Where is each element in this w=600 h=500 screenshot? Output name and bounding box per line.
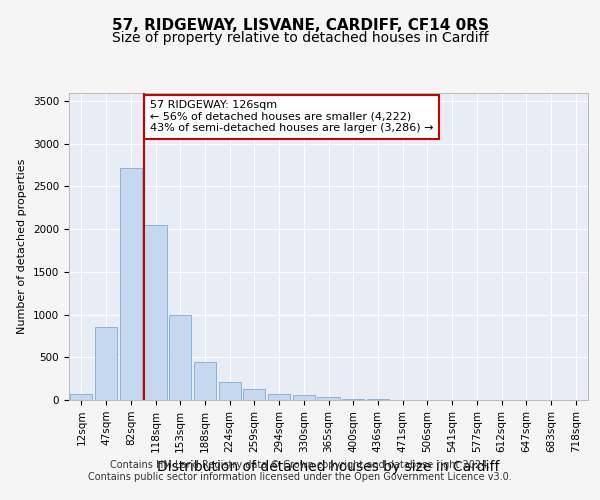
Bar — [268, 394, 290, 400]
Bar — [243, 389, 265, 400]
Text: 57 RIDGEWAY: 126sqm
← 56% of detached houses are smaller (4,222)
43% of semi-det: 57 RIDGEWAY: 126sqm ← 56% of detached ho… — [149, 100, 433, 134]
Bar — [119, 168, 142, 400]
Bar — [317, 397, 340, 400]
Bar — [70, 394, 92, 400]
Y-axis label: Number of detached properties: Number of detached properties — [17, 158, 28, 334]
Bar — [169, 314, 191, 400]
Bar — [145, 225, 167, 400]
Text: Contains public sector information licensed under the Open Government Licence v3: Contains public sector information licen… — [88, 472, 512, 482]
Text: Contains HM Land Registry data © Crown copyright and database right 2024.: Contains HM Land Registry data © Crown c… — [110, 460, 490, 470]
X-axis label: Distribution of detached houses by size in Cardiff: Distribution of detached houses by size … — [157, 460, 500, 474]
Bar — [95, 328, 117, 400]
Bar — [218, 382, 241, 400]
Bar — [342, 399, 364, 400]
Text: Size of property relative to detached houses in Cardiff: Size of property relative to detached ho… — [112, 31, 488, 45]
Bar — [293, 396, 315, 400]
Text: 57, RIDGEWAY, LISVANE, CARDIFF, CF14 0RS: 57, RIDGEWAY, LISVANE, CARDIFF, CF14 0RS — [112, 18, 488, 32]
Bar — [194, 362, 216, 400]
